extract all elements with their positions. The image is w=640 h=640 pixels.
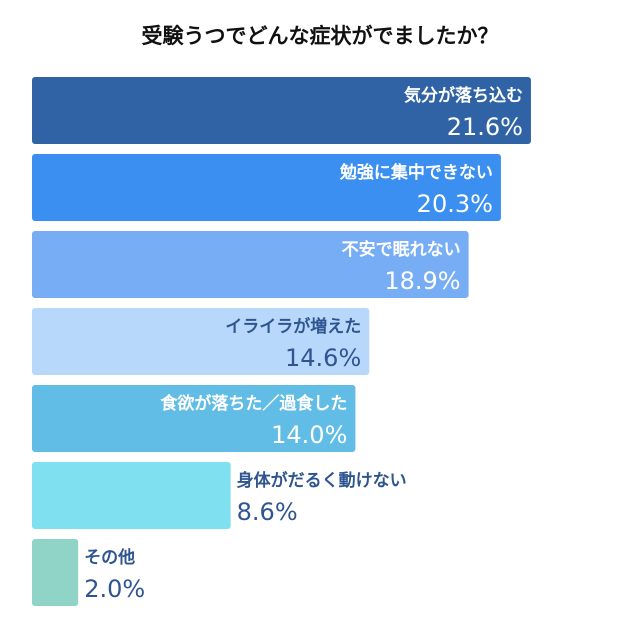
bar-value-label: 2.0% (84, 575, 145, 603)
bar-category-label: その他 (84, 547, 135, 568)
bar-1 (32, 77, 531, 144)
bar-4 (32, 308, 370, 375)
bar-category-label: 不安で眠れない (342, 239, 461, 260)
bar-value-label: 14.0% (271, 421, 347, 449)
bar-5 (32, 385, 356, 452)
bar-category-label: 食欲が落ちた／過食した (160, 393, 347, 414)
bar-value-label: 14.6% (285, 344, 361, 372)
bar-category-label: 身体がだるく動けない (237, 470, 407, 491)
bar-value-label: 21.6% (447, 113, 523, 141)
chart-title: 受験うつでどんな症状がでましたか？ (141, 24, 499, 48)
bar-2 (32, 154, 501, 221)
bar-value-label: 20.3% (417, 190, 493, 218)
bar-7 (32, 539, 79, 606)
bar-6 (32, 462, 231, 529)
bar-category-label: 気分が落ち込む (403, 85, 523, 106)
bar-category-label: 勉強に集中できない (339, 162, 493, 183)
bar-category-label: イライラが増えた (225, 316, 361, 337)
bar-value-label: 18.9% (384, 267, 460, 295)
bar-value-label: 8.6% (237, 498, 298, 526)
bar-3 (32, 231, 469, 298)
